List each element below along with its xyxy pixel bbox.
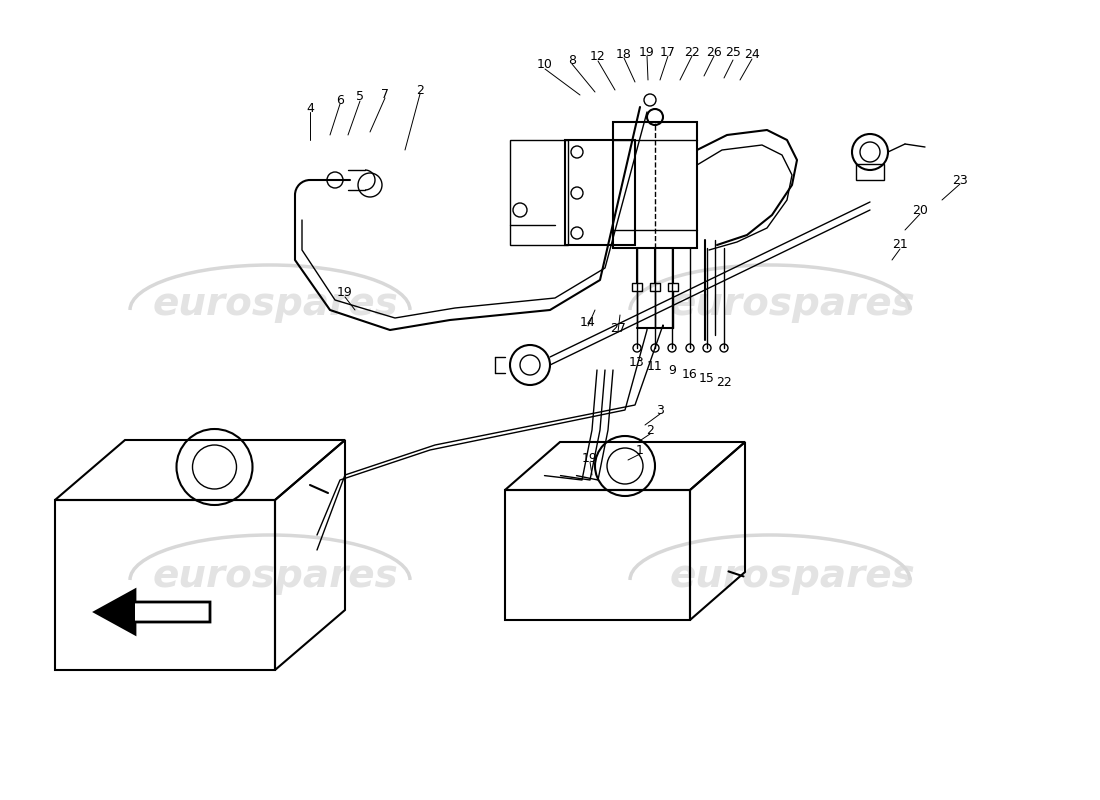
Text: eurospares: eurospares (669, 285, 915, 323)
Text: 15: 15 (700, 371, 715, 385)
Text: 19: 19 (582, 451, 598, 465)
Text: 27: 27 (610, 322, 626, 334)
Bar (510, 140, 568, 245)
Text: 24: 24 (744, 49, 760, 62)
Text: 19: 19 (337, 286, 353, 299)
Text: eurospares: eurospares (152, 557, 398, 595)
Text: 22: 22 (716, 375, 732, 389)
Bar (650, 283, 660, 291)
Bar (613, 122, 697, 248)
Bar (565, 140, 635, 245)
Text: 12: 12 (590, 50, 606, 63)
Text: 19: 19 (639, 46, 654, 58)
Text: 26: 26 (706, 46, 722, 58)
Text: 17: 17 (660, 46, 675, 58)
Text: eurospares: eurospares (669, 557, 915, 595)
Text: 1: 1 (636, 443, 644, 457)
Text: 5: 5 (356, 90, 364, 103)
Text: 3: 3 (656, 403, 664, 417)
Text: 21: 21 (892, 238, 907, 251)
Text: 7: 7 (381, 87, 389, 101)
Text: 22: 22 (684, 46, 700, 58)
Text: 16: 16 (682, 367, 697, 381)
Text: 14: 14 (580, 315, 596, 329)
Text: 13: 13 (629, 355, 645, 369)
Text: 11: 11 (647, 359, 663, 373)
Text: 23: 23 (953, 174, 968, 186)
Text: eurospares: eurospares (152, 285, 398, 323)
Text: 10: 10 (537, 58, 553, 71)
Bar (856, 164, 884, 180)
Text: 4: 4 (306, 102, 313, 114)
Text: 9: 9 (668, 363, 675, 377)
Text: 2: 2 (646, 423, 653, 437)
Text: 20: 20 (912, 203, 928, 217)
Bar (668, 283, 678, 291)
Polygon shape (95, 590, 135, 634)
Text: 25: 25 (725, 46, 741, 58)
Text: 2: 2 (416, 83, 424, 97)
Bar (632, 283, 642, 291)
Text: 18: 18 (616, 47, 631, 61)
Text: 6: 6 (337, 94, 344, 106)
Text: 8: 8 (568, 54, 576, 66)
